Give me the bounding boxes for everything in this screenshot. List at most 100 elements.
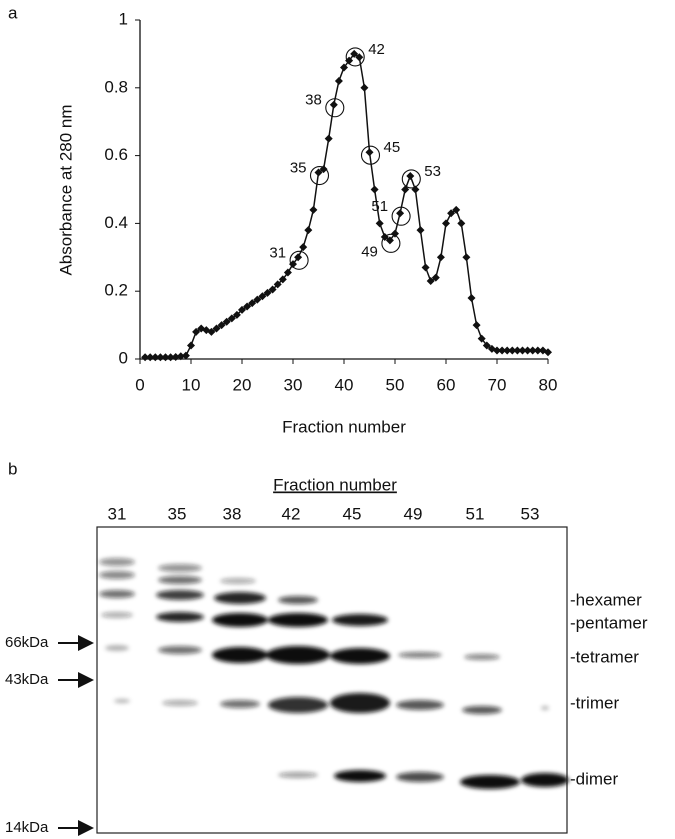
data-point [355,53,364,62]
data-point [278,275,287,284]
lane-label: 31 [108,504,127,523]
data-point [273,280,282,289]
lane-label: 45 [343,504,362,523]
data-point [365,148,374,157]
data-point [232,310,241,319]
data-point [391,229,399,238]
lane-label: 49 [404,504,423,523]
data-point [171,352,180,361]
data-point [324,134,333,143]
y-tick-label: 0.4 [104,213,128,232]
data-point [329,100,338,109]
data-point [477,334,486,343]
y-tick-label: 0 [119,348,128,367]
data-point [314,168,323,177]
y-axis-label: Absorbance at 280 nm [56,104,75,275]
data-point [533,346,542,355]
x-tick-label: 50 [386,375,405,394]
marker-label: 43kDa [5,671,49,688]
data-point [544,348,552,357]
data-point [503,346,512,355]
y-tick-label: 0.8 [104,77,128,96]
annotation-label: 45 [384,139,401,156]
data-point [457,219,466,228]
data-point [268,285,277,294]
band-label: -hexamer [570,590,642,609]
data-point [141,353,150,362]
gel-bands [99,558,569,789]
x-tick-label: 70 [488,375,507,394]
data-point [222,317,231,326]
marker-label: 14kDa [5,819,49,836]
data-point [523,346,532,355]
annotation-label: 51 [371,198,388,215]
data-point [294,253,303,262]
data-point [248,299,257,308]
data-point [238,305,246,314]
data-point [176,352,185,361]
data-point [472,321,481,330]
data-point [401,185,410,194]
annotation-label: 53 [424,163,441,180]
data-point [370,185,379,194]
lane-label: 35 [168,504,187,523]
data-point [340,63,348,72]
data-point [166,353,175,362]
y-tick-label: 1 [119,9,128,28]
band-label: -tetramer [570,647,639,666]
data-point [467,293,476,302]
data-point [493,346,501,355]
x-tick-label: 60 [437,375,456,394]
data-point [283,268,292,277]
data-point [243,302,252,311]
annotation-label: 38 [305,92,322,109]
annotation-label: 49 [361,243,378,260]
data-point [304,226,313,235]
data-point [192,327,201,336]
data-point [447,209,456,218]
data-point [187,341,195,350]
data-point [442,219,450,228]
data-point [151,353,160,362]
data-point [309,205,318,214]
data-point [436,253,445,262]
annotation-circle [325,98,345,118]
lane-labels: 31 35 38 42 45 49 51 53 [108,504,540,523]
band-label: -pentamer [570,613,648,632]
data-point [146,353,155,362]
marker-label: 66kDa [5,634,49,651]
data-point [421,263,430,272]
annotation-circle [381,233,401,253]
data-point [345,56,354,65]
data-point [518,346,527,355]
band-label: -dimer [570,769,619,788]
annotation-circle [309,166,330,186]
y-tick-label: 0.2 [104,281,128,300]
lane-label: 53 [521,504,540,523]
data-point [462,253,471,262]
plot: 00.20.40.60.810 10 20 30 40 50 60 70 80313538424… [104,9,557,394]
data-point [299,243,308,252]
y-tick-label: 0.6 [104,145,128,164]
data-point [385,236,394,245]
data-point [431,273,440,282]
data-point [406,171,415,180]
data-point [181,351,190,360]
x-axis-label: Fraction number [282,417,406,436]
x-tick-label: 80 [539,375,558,394]
data-point [452,205,461,214]
data-point [161,353,170,362]
data-point [426,277,435,286]
data-point [350,49,359,58]
data-point [513,346,522,355]
annotation-label: 35 [290,160,307,177]
x-tick-label: 10 [182,375,201,394]
annotation-circle [401,169,421,189]
data-point [375,219,384,228]
x-tick-label: 30 [284,375,303,394]
data-point [207,327,216,336]
data-point [482,341,491,350]
annotation-circle [360,145,381,165]
annotation-circle [345,47,365,67]
